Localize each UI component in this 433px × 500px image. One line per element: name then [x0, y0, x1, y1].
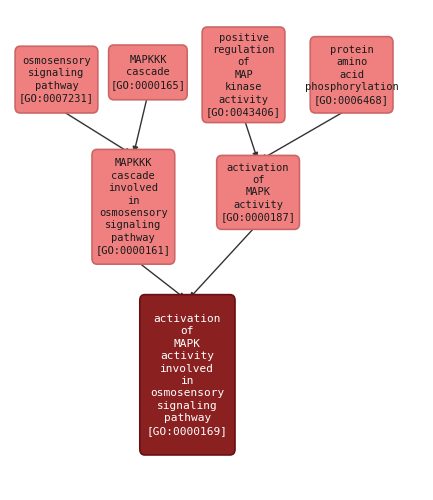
FancyBboxPatch shape: [216, 156, 300, 230]
FancyBboxPatch shape: [15, 46, 98, 113]
Text: positive
regulation
of
MAP
kinase
activity
[GO:0043406]: positive regulation of MAP kinase activi…: [206, 32, 281, 117]
Text: activation
of
MAPK
activity
involved
in
osmosensory
signaling
pathway
[GO:000016: activation of MAPK activity involved in …: [147, 314, 228, 436]
FancyBboxPatch shape: [92, 150, 175, 264]
FancyBboxPatch shape: [202, 27, 285, 122]
FancyBboxPatch shape: [140, 294, 235, 455]
Text: protein
amino
acid
phosphorylation
[GO:0006468]: protein amino acid phosphorylation [GO:0…: [305, 45, 398, 104]
FancyBboxPatch shape: [310, 36, 393, 113]
FancyBboxPatch shape: [109, 45, 187, 100]
Text: MAPKKK
cascade
involved
in
osmosensory
signaling
pathway
[GO:0000161]: MAPKKK cascade involved in osmosensory s…: [96, 158, 171, 255]
Text: osmosensory
signaling
pathway
[GO:0007231]: osmosensory signaling pathway [GO:000723…: [19, 56, 94, 103]
Text: activation
of
MAPK
activity
[GO:0000187]: activation of MAPK activity [GO:0000187]: [220, 162, 296, 222]
Text: MAPKKK
cascade
[GO:0000165]: MAPKKK cascade [GO:0000165]: [110, 55, 185, 90]
